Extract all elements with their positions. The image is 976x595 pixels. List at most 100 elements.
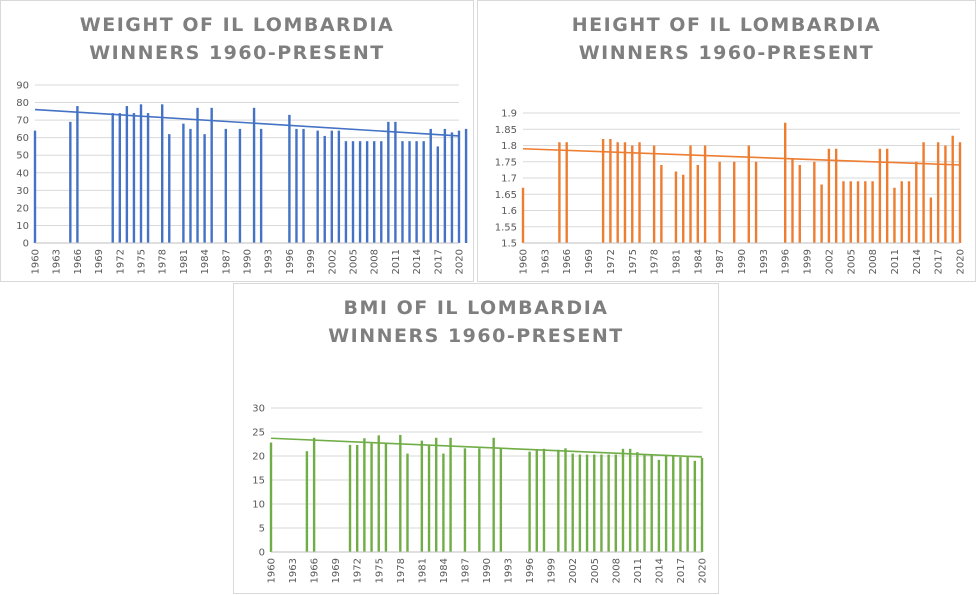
x-tick-label: 1993	[264, 249, 275, 274]
y-tick-label: 30	[16, 186, 29, 197]
bar	[387, 121, 390, 243]
bar	[478, 448, 481, 552]
bar	[363, 438, 366, 552]
x-tick-label: 1996	[285, 249, 296, 274]
bar	[686, 456, 689, 552]
bar	[365, 141, 369, 243]
bar	[337, 130, 341, 243]
x-tick-label: 1975	[374, 558, 385, 583]
bar	[210, 107, 213, 243]
bar	[464, 128, 468, 243]
x-tick-label: 1963	[540, 249, 551, 274]
y-tick-label: 1.85	[495, 125, 517, 136]
bar	[442, 453, 445, 552]
bar	[401, 141, 404, 243]
x-tick-label: 2020	[698, 558, 709, 583]
trendline	[34, 108, 460, 137]
x-tick-label: 1984	[200, 249, 211, 274]
trendline	[270, 437, 703, 458]
bar	[922, 142, 925, 243]
bar	[693, 460, 697, 552]
x-tick-label: 1996	[781, 249, 792, 274]
bar	[408, 141, 411, 243]
bmi-chart-title: BMI OF IL LOMBARDIA WINNERS 1960-PRESENT	[234, 294, 718, 350]
bar	[450, 132, 454, 243]
x-tick-label: 2011	[633, 558, 644, 583]
bar	[316, 130, 319, 243]
x-tick-label: 2017	[433, 249, 444, 274]
x-tick-label: 1981	[671, 249, 682, 274]
bar	[958, 142, 962, 243]
bar	[146, 113, 150, 243]
x-tick-label: 1972	[606, 249, 617, 274]
bar	[628, 448, 632, 552]
bar	[377, 435, 380, 552]
weight-chart-title-line-1: WEIGHT OF IL LOMBARDIA	[79, 14, 395, 36]
trendline	[522, 147, 961, 166]
bar	[601, 139, 605, 243]
bar	[885, 148, 889, 243]
x-tick-label: 1966	[562, 249, 573, 274]
bar	[415, 141, 418, 243]
x-tick-label: 1969	[584, 249, 595, 274]
bar	[900, 181, 903, 243]
y-tick-label: 80	[16, 98, 29, 109]
bar	[820, 184, 823, 243]
bar	[295, 128, 298, 243]
bar	[682, 174, 685, 243]
bar	[672, 455, 675, 552]
x-tick-label: 1972	[115, 249, 126, 274]
height-chart-title: HEIGHT OF IL LOMBARDIA WINNERS 1960-PRES…	[478, 11, 975, 67]
bar	[558, 142, 561, 243]
height-chart-title-line-2: WINNERS 1960-PRESENT	[578, 42, 875, 64]
bar	[33, 130, 37, 243]
bar	[593, 454, 596, 552]
bar	[189, 128, 192, 243]
x-tick-label: 1999	[547, 558, 558, 583]
bar	[399, 434, 402, 552]
bar	[609, 139, 612, 243]
bar	[358, 141, 362, 243]
y-tick-label: 10	[252, 500, 265, 511]
bar	[373, 141, 376, 243]
bar	[370, 443, 373, 552]
x-tick-label: 1981	[417, 558, 428, 583]
bar	[492, 437, 495, 552]
bar	[557, 449, 560, 552]
y-tick-label: 0	[259, 548, 265, 559]
x-tick-label: 2008	[370, 249, 381, 274]
x-tick-label: 1978	[396, 558, 407, 583]
x-tick-label: 1999	[803, 249, 814, 274]
bar	[542, 448, 546, 552]
bar	[125, 106, 129, 243]
height-chart-plot: 1.5 1.55 1.6 1.65 1.7 1.75 1.8 1.85 1.9 1960 1963 1…	[495, 109, 967, 275]
bar	[564, 448, 567, 552]
bar	[238, 128, 242, 243]
bar	[269, 442, 273, 552]
x-tick-label: 1978	[158, 249, 169, 274]
bar	[907, 181, 911, 243]
bar	[929, 197, 933, 243]
bar	[951, 135, 954, 243]
x-tick-label: 1960	[267, 558, 278, 583]
bar	[168, 134, 171, 243]
bar	[718, 161, 721, 243]
x-tick-label: 1993	[504, 558, 515, 583]
bar	[435, 437, 438, 552]
bar	[288, 114, 291, 243]
bar	[224, 128, 227, 243]
bar	[636, 452, 639, 552]
bar	[607, 454, 610, 552]
bar	[427, 445, 431, 552]
bar	[754, 161, 758, 243]
x-tick-label: 1969	[94, 249, 105, 274]
bar	[348, 444, 352, 552]
x-tick-label: 1975	[628, 249, 639, 274]
bar	[623, 142, 627, 243]
x-tick-label: 2005	[590, 558, 601, 583]
weight-chart-title-line-2: WINNERS 1960-PRESENT	[89, 42, 385, 64]
bar	[312, 437, 316, 552]
x-tick-label: 1990	[737, 249, 748, 274]
x-tick-label: 1981	[179, 249, 190, 274]
bar	[700, 457, 704, 552]
